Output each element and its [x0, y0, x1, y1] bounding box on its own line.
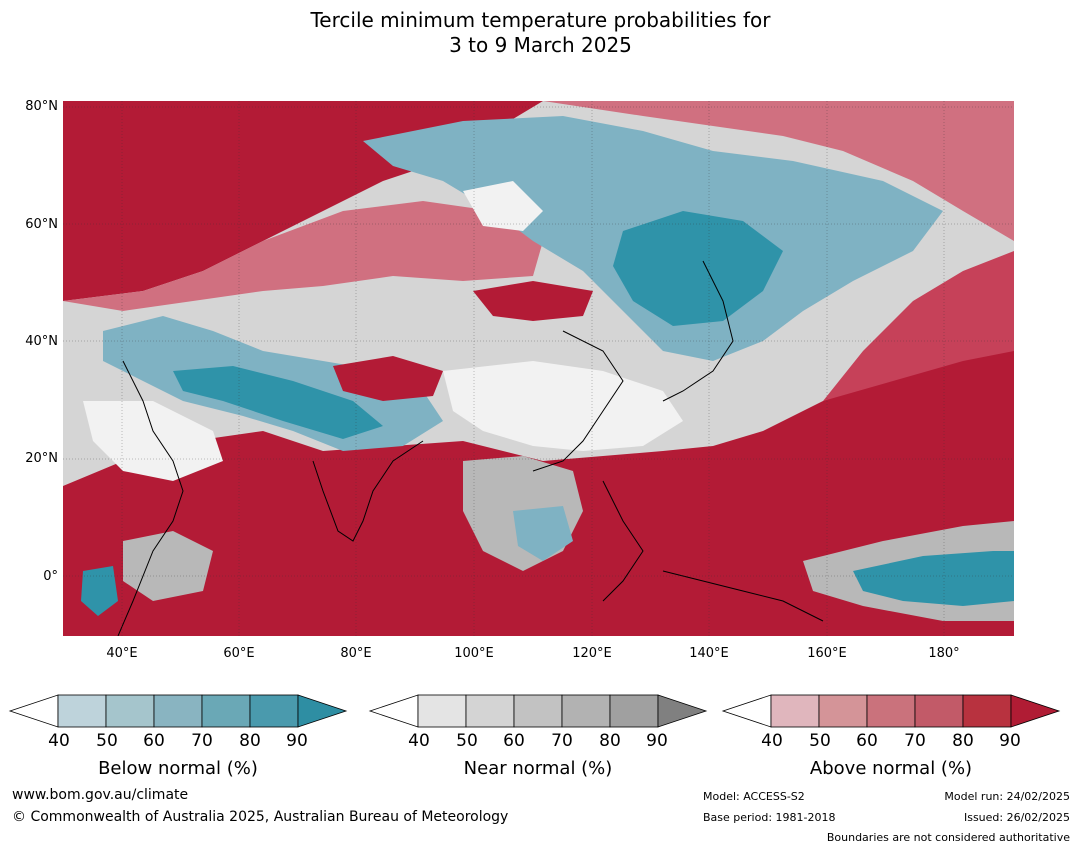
model-run-date: Model run: 24/02/2025	[944, 790, 1070, 803]
coastlines	[117, 260, 824, 636]
probability-map	[63, 101, 1014, 636]
colorbar-above-tick: 70	[904, 731, 926, 751]
colorbar-near-svg	[368, 694, 708, 728]
colorbar-swatch	[57, 694, 107, 728]
lon-label-180: 180°	[928, 646, 960, 661]
lon-label-40e: 40°E	[106, 646, 138, 661]
lat-label-20n: 20°N	[25, 451, 58, 466]
colorbar-max-triangle	[657, 694, 708, 728]
colorbar-above	[721, 693, 1061, 729]
base-period: Base period: 1981-2018	[703, 811, 836, 824]
colorbar-above-label: Above normal (%)	[809, 758, 973, 779]
region-above-arctic	[543, 101, 1014, 241]
issued-date: Issued: 26/02/2025	[963, 811, 1070, 824]
colorbar-below-label: Below normal (%)	[98, 758, 258, 779]
colorbar-above-tick: 90	[999, 731, 1021, 751]
lat-label-80n: 80°N	[25, 99, 58, 114]
colorbar-near-tick: 60	[503, 731, 525, 751]
region-below-pacific-eq-dark	[853, 551, 1014, 606]
colorbar-swatch	[818, 694, 868, 728]
colorbar-below-tick: 80	[239, 731, 261, 751]
colorbar-min-triangle	[721, 694, 772, 728]
colorbar-below-tick: 70	[191, 731, 213, 751]
colorbar-swatch	[201, 694, 251, 728]
colorbar-near	[368, 693, 708, 729]
colorbar-below-svg	[8, 694, 348, 728]
lat-label-0: 0°	[43, 569, 58, 584]
lat-label-60n: 60°N	[25, 217, 58, 232]
region-near-china	[443, 361, 683, 451]
colorbar-swatch	[249, 694, 299, 728]
colorbar-near-tick: 40	[408, 731, 430, 751]
lon-label-120e: 120°E	[572, 646, 612, 661]
region-below-south-asia-dark	[173, 366, 383, 439]
colorbar-swatch	[770, 694, 820, 728]
colorbar-below-tick: 90	[286, 731, 308, 751]
colorbar-near-tick: 80	[599, 731, 621, 751]
region-near-indian-ocean	[123, 531, 213, 601]
region-near-arabia	[83, 401, 223, 481]
region-above-tibet	[333, 356, 443, 401]
colorbar-swatch	[513, 694, 563, 728]
colorbar-swatch	[153, 694, 203, 728]
colorbar-below-tick: 60	[143, 731, 165, 751]
lat-label-40n: 40°N	[25, 334, 58, 349]
colorbar-swatch	[417, 694, 467, 728]
website-link[interactable]: www.bom.gov.au/climate	[12, 787, 189, 803]
boundaries-disclaimer: Boundaries are not considered authoritat…	[826, 831, 1070, 844]
map-canvas	[63, 101, 1014, 636]
title-line-1: Tercile minimum temperature probabilitie…	[310, 8, 771, 32]
colorbar-swatch	[105, 694, 155, 728]
colorbar-swatch	[962, 694, 1012, 728]
colorbar-below-tick: 40	[48, 731, 70, 751]
colorbar-below-tick: 50	[96, 731, 118, 751]
region-near-white-siberia	[463, 181, 543, 231]
colorbar-min-triangle	[368, 694, 419, 728]
lon-label-60e: 60°E	[223, 646, 255, 661]
region-above-mongolia	[473, 281, 593, 321]
colorbar-above-tick: 80	[952, 731, 974, 751]
region-below-se-asia	[513, 506, 573, 561]
region-above-west-light	[63, 201, 543, 311]
colorbar-above-svg	[721, 694, 1061, 728]
colorbar-max-triangle	[297, 694, 348, 728]
lon-label-160e: 160°E	[807, 646, 847, 661]
region-below-siberia-dark	[613, 211, 783, 326]
colorbar-swatch	[465, 694, 515, 728]
title-line-2: 3 to 9 March 2025	[449, 33, 632, 57]
colorbar-swatch	[914, 694, 964, 728]
colorbar-near-tick: 70	[551, 731, 573, 751]
model-name: Model: ACCESS-S2	[703, 790, 805, 803]
copyright-text: © Commonwealth of Australia 2025, Austra…	[12, 809, 509, 825]
region-above-pacific	[823, 251, 1014, 401]
region-below-east-africa	[81, 566, 118, 616]
lon-label-80e: 80°E	[340, 646, 372, 661]
colorbar-max-triangle	[1010, 694, 1061, 728]
colorbar-swatch	[866, 694, 916, 728]
colorbar-min-triangle	[8, 694, 59, 728]
colorbar-swatch	[561, 694, 611, 728]
colorbar-above-tick: 40	[761, 731, 783, 751]
colorbar-below	[8, 693, 348, 729]
colorbar-above-tick: 60	[856, 731, 878, 751]
colorbar-above-tick: 50	[809, 731, 831, 751]
lon-label-140e: 140°E	[689, 646, 729, 661]
graticule	[63, 101, 1014, 636]
colorbar-swatch	[609, 694, 659, 728]
colorbar-near-tick: 90	[646, 731, 668, 751]
colorbar-near-tick: 50	[456, 731, 478, 751]
lon-label-100e: 100°E	[454, 646, 494, 661]
chart-title: Tercile minimum temperature probabilitie…	[0, 8, 1081, 58]
colorbar-near-label: Near normal (%)	[463, 758, 613, 779]
